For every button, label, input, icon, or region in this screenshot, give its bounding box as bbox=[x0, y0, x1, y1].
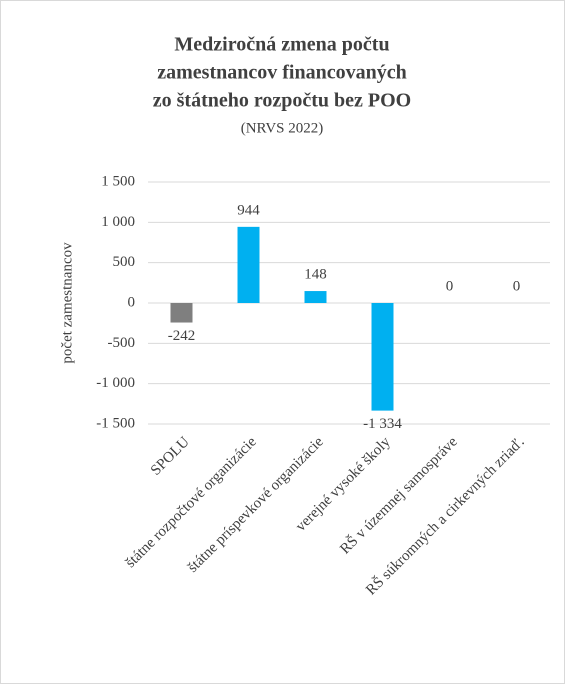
chart-title: Medziročná zmena počtu bbox=[174, 34, 389, 56]
chart-subtitle: (NRVS 2022) bbox=[241, 120, 324, 136]
y-tick-label: 500 bbox=[113, 254, 136, 270]
data-label: 944 bbox=[237, 202, 260, 218]
y-tick-label: -500 bbox=[108, 335, 136, 351]
data-label: 148 bbox=[304, 266, 327, 282]
data-label: -1 334 bbox=[363, 416, 402, 432]
bar bbox=[237, 226, 260, 303]
chart-title: zo štátneho rozpočtu bez POO bbox=[153, 90, 412, 112]
chart-title: zamestnancov financovaných bbox=[157, 62, 406, 84]
y-tick-label: -1 500 bbox=[96, 415, 135, 431]
data-label: -242 bbox=[168, 328, 196, 344]
y-tick-label: 0 bbox=[128, 294, 136, 310]
bar bbox=[371, 303, 394, 411]
data-label: 0 bbox=[446, 278, 454, 294]
data-label: 0 bbox=[513, 278, 521, 294]
y-axis-title: počet zamestnancov bbox=[59, 242, 75, 364]
bar bbox=[304, 291, 327, 303]
y-tick-label: 1 000 bbox=[101, 214, 135, 230]
y-tick-label: 1 500 bbox=[101, 173, 135, 189]
y-tick-label: -1 000 bbox=[96, 375, 135, 391]
bar bbox=[170, 303, 193, 323]
